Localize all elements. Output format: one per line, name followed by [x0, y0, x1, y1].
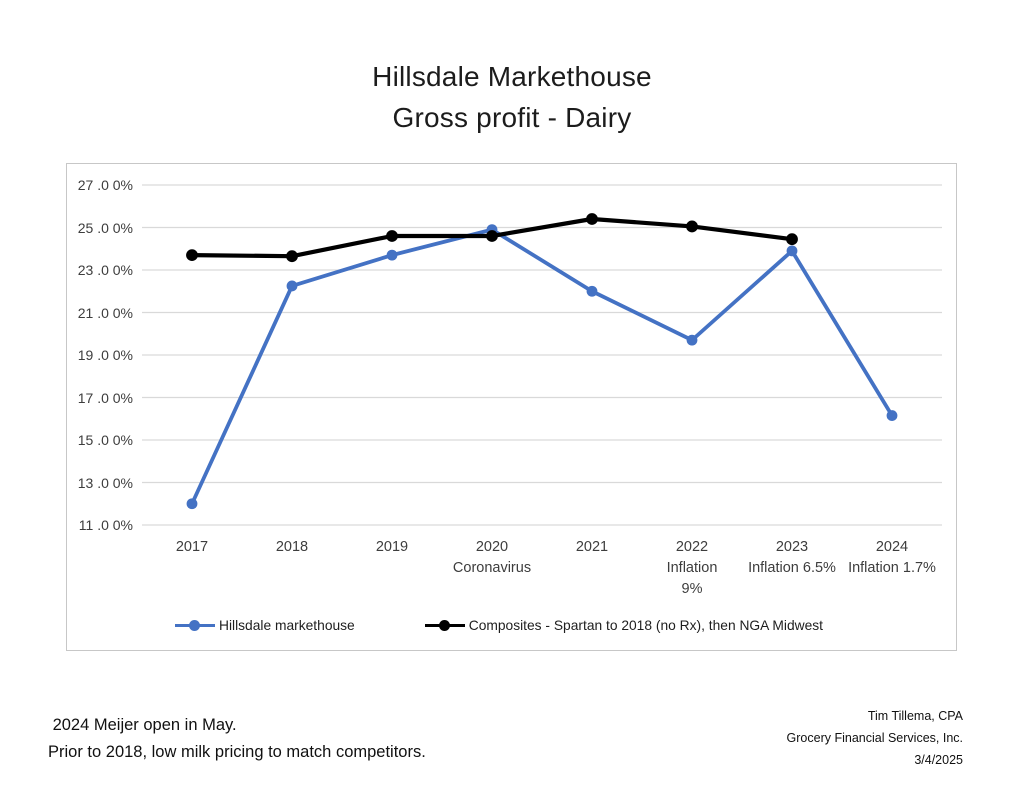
- legend-label-composites: Composites - Spartan to 2018 (no Rx), th…: [468, 617, 824, 633]
- y-axis-tick-label: 23 .0 0%: [77, 262, 133, 278]
- legend-item-hillsdale: Hillsdale markethouse: [175, 618, 355, 633]
- chart-title-line1: Hillsdale Markethouse: [372, 61, 652, 92]
- y-axis-tick-label: 15 .0 0%: [77, 432, 133, 448]
- data-point-marker: [486, 230, 498, 242]
- footnote-line1: 2024 Meijer open in May.: [48, 716, 237, 734]
- chart-title-line2: Gross profit - Dairy: [392, 102, 632, 133]
- y-axis-tick-label: 25 .0 0%: [77, 219, 133, 236]
- credit-company: Grocery Financial Services, Inc.: [786, 731, 963, 745]
- credit-date: 3/4/2025: [914, 753, 963, 767]
- y-axis-tick-label: 19 .0 0%: [77, 347, 133, 363]
- data-point-marker: [186, 498, 198, 510]
- x-axis-tick-label: 2019: [375, 539, 409, 555]
- data-point-marker: [886, 410, 898, 421]
- x-axis-tick-label: 2020 Coronavirus: [452, 539, 532, 576]
- data-point-marker: [786, 233, 798, 246]
- legend-line-marker-icon: [424, 619, 465, 631]
- x-axis-tick-label: 2023 Inflation 6.5%: [748, 539, 836, 576]
- x-axis-tick-label: 2024 Inflation 1.7%: [848, 539, 936, 576]
- chart-frame: 27 .0 0% 25 .0 0% 23 .0 0% 21 .0 0% 19 .0 0%…: [66, 163, 957, 651]
- y-axis-tick-label: 13 .0 0%: [77, 474, 133, 491]
- x-axis-tick-label: 2021: [575, 539, 609, 555]
- credits: Tim Tillema, CPA Grocery Financial Servi…: [787, 705, 963, 771]
- data-point-marker: [186, 249, 198, 262]
- data-point-marker: [786, 245, 798, 257]
- data-point-marker: [686, 220, 698, 233]
- x-axis-tick-label: 2017: [175, 539, 209, 555]
- line-chart-plot: [142, 184, 942, 526]
- legend-line-marker-icon: [175, 619, 215, 631]
- chart-title: Hillsdale Markethouse Gross profit - Dai…: [0, 56, 1024, 138]
- x-axis-tick-label: 2022 Inflation 9%: [666, 539, 718, 597]
- y-axis-tick-label: 21 .0 0%: [77, 304, 133, 321]
- data-point-marker: [286, 280, 298, 292]
- data-point-marker: [586, 285, 598, 297]
- x-axis-tick-label: 2018: [275, 539, 309, 555]
- data-point-marker: [686, 334, 698, 346]
- footnotes: 2024 Meijer open in May. Prior to 2018, …: [48, 712, 426, 766]
- legend-label-hillsdale: Hillsdale markethouse: [219, 617, 355, 633]
- y-axis-tick-label: 17 .0 0%: [77, 389, 133, 406]
- y-axis-tick-label: 11 .0 0%: [78, 517, 133, 533]
- data-point-marker: [386, 249, 398, 261]
- chart-legend: Hillsdale markethouse Composites - Spart…: [175, 613, 823, 637]
- footnote-line2: Prior to 2018, low milk pricing to match…: [48, 743, 426, 761]
- series-line-0: [190, 227, 894, 506]
- y-axis-tick-label: 27 .0 0%: [77, 177, 133, 193]
- legend-item-composites: Composites - Spartan to 2018 (no Rx), th…: [424, 617, 824, 633]
- credit-author: Tim Tillema, CPA: [867, 709, 963, 723]
- data-point-marker: [386, 230, 398, 242]
- data-point-marker: [286, 250, 298, 263]
- data-point-marker: [586, 213, 598, 225]
